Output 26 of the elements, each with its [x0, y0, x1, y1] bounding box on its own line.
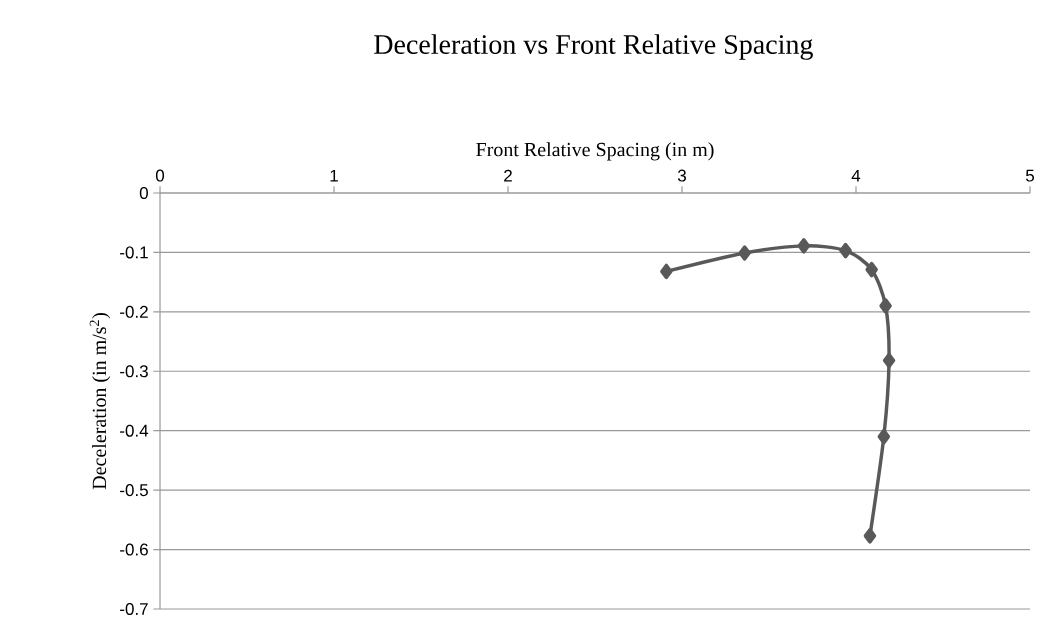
y-tick-label: -0.6: [120, 543, 148, 556]
chart-title: Deceleration vs Front Relative Spacing: [374, 34, 813, 60]
point: [660, 263, 673, 280]
x-tick-label: 5: [1025, 169, 1035, 182]
y-tick-label: -0.2: [120, 305, 148, 318]
x-axis-title: Front Relative Spacing (in m): [476, 142, 714, 161]
y-tick-label: -0.1: [120, 246, 148, 259]
point: [797, 238, 811, 254]
y-tick-label: -0.3: [120, 365, 148, 378]
point: [879, 298, 892, 314]
point: [877, 428, 891, 445]
x-tick-label: 0: [155, 169, 165, 182]
y-axis-title: Deceleration (in m/s$^{2}$): [89, 313, 111, 490]
x-tick-label: 3: [677, 169, 686, 182]
point: [865, 261, 878, 278]
x-tick-label: 4: [851, 169, 861, 182]
point: [863, 528, 877, 544]
point: [882, 352, 896, 369]
y-tick-label: -0.5: [120, 484, 148, 497]
x-tick-label: 2: [504, 169, 512, 182]
y-tick-label: 0: [139, 186, 148, 200]
x-tick-label: 1: [330, 169, 338, 182]
point: [738, 245, 751, 261]
y-tick-label: -0.4: [120, 424, 149, 437]
y-tick-label: -0.7: [120, 602, 148, 615]
point: [839, 242, 852, 259]
